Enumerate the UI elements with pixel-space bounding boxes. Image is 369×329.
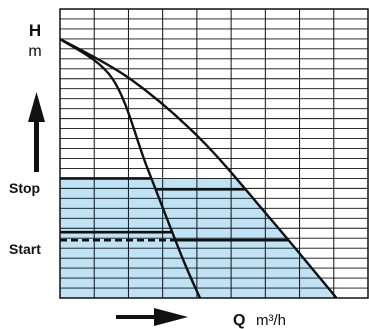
pump-curve-2 [59,37,338,299]
stop-label: Stop [9,180,40,196]
start-label: Start [9,241,41,257]
plot-frame [59,8,369,299]
x-axis-symbol: Q [233,312,245,329]
up-arrow-icon [28,92,45,172]
right-arrow-icon [116,308,188,326]
x-axis-unit: m³/h [256,312,286,329]
y-axis-symbol: H [29,21,41,40]
pump-curves [59,37,338,299]
y-axis-unit: m [28,43,41,60]
grid [60,9,368,298]
pump-curve-1 [59,37,202,299]
level-lines [60,177,289,242]
